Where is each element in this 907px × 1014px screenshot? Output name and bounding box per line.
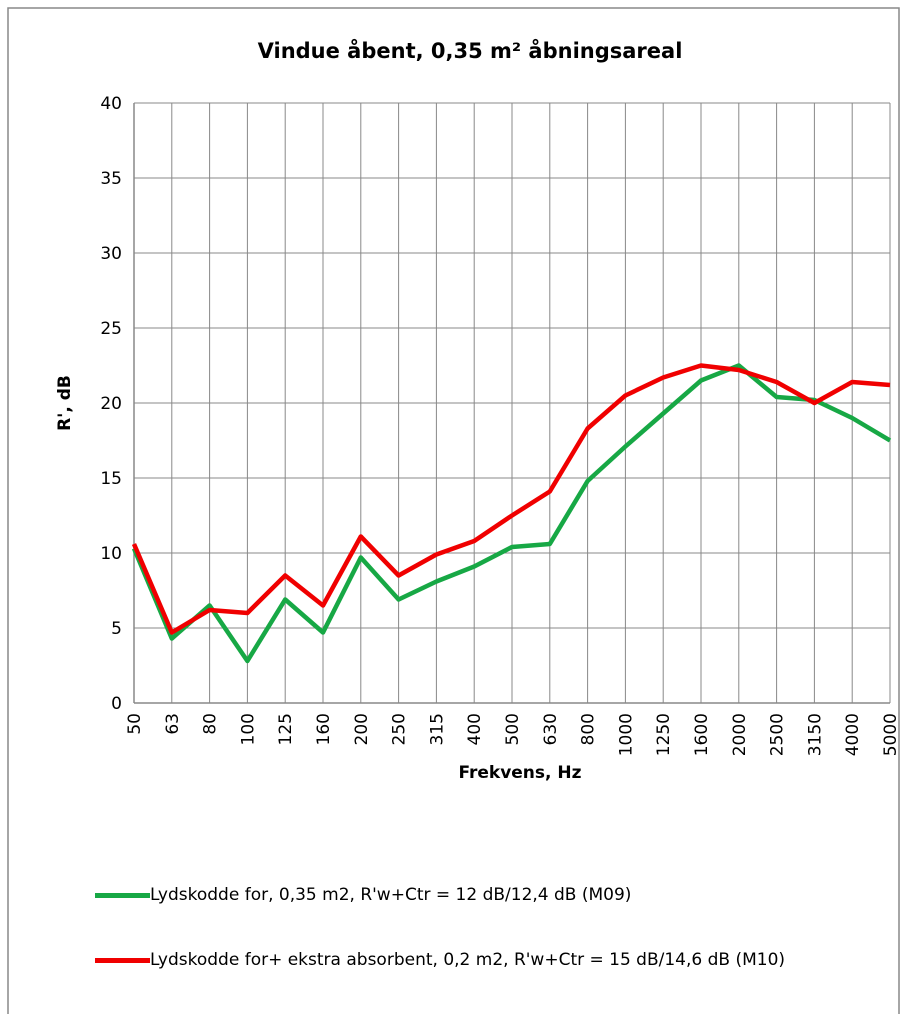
- x-tick-label: 125: [276, 713, 296, 745]
- x-tick-label: 2500: [768, 713, 788, 756]
- x-tick-label: 800: [579, 713, 599, 745]
- y-tick-label: 5: [111, 619, 122, 639]
- x-tick-label: 100: [238, 713, 258, 745]
- y-tick-label: 15: [100, 469, 122, 489]
- legend-label: Lydskodde for, 0,35 m2, R'w+Ctr = 12 dB/…: [150, 885, 632, 905]
- x-tick-label: 1600: [692, 713, 712, 756]
- x-tick-label: 2000: [730, 713, 750, 756]
- x-tick-label: 250: [390, 713, 410, 745]
- legend-entry: Lydskodde for+ ekstra absorbent, 0,2 m2,…: [95, 947, 795, 973]
- x-tick-label: 5000: [881, 713, 901, 756]
- y-tick-label: 0: [111, 694, 122, 714]
- x-tick-label: 1250: [654, 713, 674, 756]
- x-tick-label: 500: [503, 713, 523, 745]
- x-tick-label: 160: [314, 713, 334, 745]
- x-tick-label: 400: [465, 713, 485, 745]
- x-axis-label: Frekvens, Hz: [458, 763, 581, 783]
- chart-title: Vindue åbent, 0,35 m² åbningsareal: [258, 38, 683, 63]
- x-tick-label: 3150: [805, 713, 825, 756]
- legend-entry: Lydskodde for, 0,35 m2, R'w+Ctr = 12 dB/…: [95, 882, 795, 908]
- series-line: [131, 363, 892, 664]
- y-axis-label: R', dB: [55, 375, 75, 431]
- legend-label: Lydskodde for+ ekstra absorbent, 0,2 m2,…: [150, 950, 786, 970]
- x-tick-label: 80: [201, 713, 221, 735]
- series-line: [131, 363, 891, 635]
- y-tick-label: 10: [100, 544, 122, 564]
- x-tick-label: 50: [125, 713, 145, 735]
- y-tick-label: 35: [100, 169, 122, 189]
- x-tick-label: 1000: [616, 713, 636, 756]
- y-tick-label: 25: [100, 319, 122, 339]
- legend-swatch: [95, 958, 150, 963]
- y-tick-label: 30: [100, 244, 122, 264]
- legend-swatch: [95, 893, 150, 898]
- y-tick-label: 40: [100, 94, 122, 114]
- frame: [7, 7, 900, 1014]
- x-tick-label: 200: [352, 713, 372, 745]
- y-tick-label: 20: [100, 394, 122, 414]
- x-tick-label: 63: [163, 713, 183, 735]
- x-tick-label: 4000: [843, 713, 863, 756]
- x-tick-label: 630: [541, 713, 561, 745]
- x-tick-label: 315: [427, 713, 447, 745]
